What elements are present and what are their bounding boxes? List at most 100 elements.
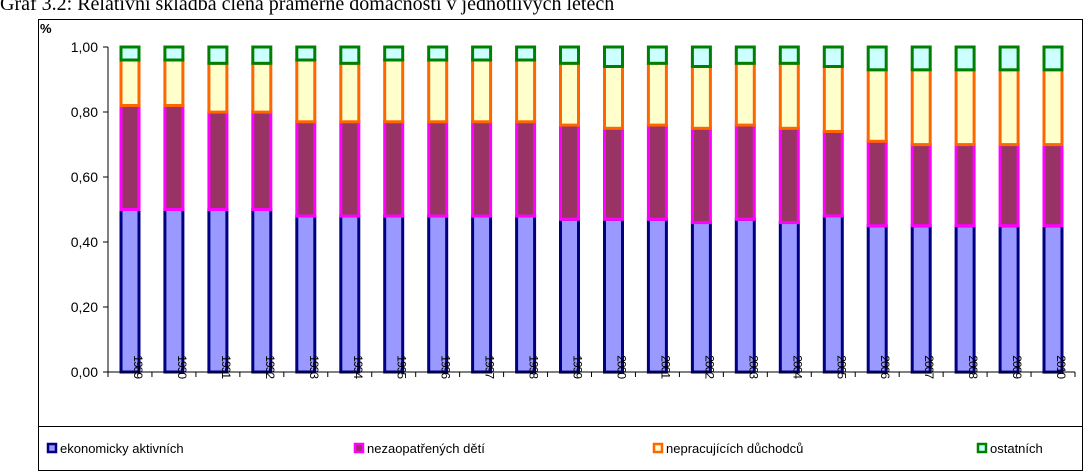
bar-segment-s1-1999 (559, 123, 580, 221)
bar-segment-s1-1992 (251, 110, 273, 211)
bar-segment-s3-2006 (866, 45, 888, 72)
bar-segment-s0-1997 (471, 214, 493, 374)
bar-segment-s3-2003 (734, 45, 756, 65)
legend-label: nezaopatřených dětí (367, 441, 485, 456)
bar-segment-s1-2005 (822, 130, 844, 218)
x-tick-label: 2010 (1054, 355, 1068, 379)
bar-segment-s3-2004 (778, 45, 800, 65)
bar-segment-s3-2005 (822, 45, 844, 68)
y-tick-label: 0,40 (71, 234, 98, 250)
bar-segment-s1-2009 (998, 143, 1020, 228)
x-tick-label: 1997 (483, 355, 497, 379)
x-tick-label: 2006 (878, 355, 892, 379)
y-tick-label: 1,00 (71, 39, 98, 55)
bar-segment-s2-2009 (998, 68, 1020, 147)
bar-segment-s1-1997 (471, 120, 493, 218)
bar-segment-s3-2010 (1042, 45, 1064, 72)
bar-segment-s1-1998 (515, 120, 537, 218)
bar-segment-s2-1998 (515, 58, 537, 124)
bar-segment-s0-2000 (603, 217, 624, 374)
bar-segment-s1-2010 (1042, 143, 1064, 228)
bar-segment-s1-1994 (339, 120, 361, 218)
x-tick-label: 1990 (175, 355, 189, 379)
bar-segment-s2-1989 (119, 58, 141, 107)
x-tick-label: 2004 (790, 355, 804, 379)
bar-segment-s3-1998 (515, 45, 537, 62)
bar-segment-s0-1996 (427, 214, 449, 374)
bar-segment-s0-2003 (734, 217, 756, 374)
bar-segment-s0-1995 (383, 214, 405, 374)
bar-segment-s1-2008 (954, 143, 976, 228)
legend-swatch (46, 442, 58, 454)
bar-segment-s3-2000 (603, 45, 624, 68)
bar-segment-s1-2007 (910, 143, 932, 228)
bar-segment-s0-1994 (339, 214, 361, 374)
bar-segment-s3-1993 (295, 45, 317, 62)
bar-segment-s3-1995 (383, 45, 405, 62)
bar-segment-s2-2000 (603, 65, 624, 130)
bar-segment-s3-2008 (954, 45, 976, 72)
bar-segment-s0-1998 (515, 214, 537, 374)
bar-segment-s3-1989 (119, 45, 141, 62)
bar-segment-s3-2007 (910, 45, 932, 72)
x-tick-label: 1998 (527, 355, 541, 379)
bar-segment-s2-2008 (954, 68, 976, 147)
bar-segment-s0-2006 (866, 224, 888, 374)
x-tick-label: 1994 (351, 355, 365, 379)
bar-segment-s2-2005 (822, 65, 844, 133)
legend-label: ekonomicky aktivních (60, 441, 184, 456)
bar-segment-s3-2001 (646, 45, 668, 65)
bar-segment-s2-2004 (778, 61, 800, 130)
x-tick-label: 2009 (1010, 355, 1024, 379)
bar-segment-s2-1995 (383, 58, 405, 124)
bar-segment-s3-1996 (427, 45, 449, 62)
x-tick-label: 1999 (571, 355, 585, 379)
x-tick-label: 2003 (746, 355, 760, 379)
bar-segment-s1-2000 (603, 126, 624, 221)
bar-segment-s2-1990 (163, 58, 185, 107)
chart-title: Graf 3.2: Relativní skladba člena praměr… (0, 0, 615, 15)
bar-segment-s1-1991 (207, 110, 229, 211)
bar-segment-s3-1999 (559, 45, 580, 65)
bar-segment-s0-1992 (251, 208, 273, 374)
bar-segment-s0-1999 (559, 217, 580, 374)
x-tick-label: 1993 (307, 355, 321, 379)
x-tick-label: 1996 (439, 355, 453, 379)
bar-segment-s1-2004 (778, 126, 800, 225)
y-tick-label: 0,80 (71, 104, 98, 120)
bar-segment-s1-1989 (119, 104, 141, 211)
bar-segment-s3-2009 (998, 45, 1020, 72)
bar-segment-s3-1997 (471, 45, 493, 62)
bar-segment-s2-2010 (1042, 68, 1064, 147)
legend-label: nepracujících důchodců (666, 441, 803, 456)
bar-segment-s2-2001 (646, 61, 668, 127)
bar-segment-s2-1993 (295, 58, 317, 124)
x-tick-label: 1991 (219, 355, 233, 379)
bar-segment-s2-1999 (559, 61, 580, 127)
bar-segment-s1-1996 (427, 120, 449, 218)
bar-segment-s0-2009 (998, 224, 1020, 374)
bar-segment-s0-1993 (295, 214, 317, 374)
bar-segment-s3-1991 (207, 45, 229, 65)
bar-segment-s3-1994 (339, 45, 361, 65)
x-tick-label: 1992 (263, 355, 277, 379)
bar-segment-s0-2004 (778, 221, 800, 374)
x-axis: 1989 1990 1991 1992 1993 1994 1995 1996 1997 1998… (107, 355, 1076, 379)
bar-segment-s3-1990 (163, 45, 185, 62)
y-axis-unit: % (40, 21, 52, 36)
bar-segment-s0-2008 (954, 224, 976, 374)
x-tick-label: 2002 (702, 355, 716, 379)
bar-segment-s1-2001 (646, 123, 668, 221)
legend-swatch (353, 442, 365, 454)
legend-swatch (652, 442, 664, 454)
bar-segment-s0-2007 (910, 224, 932, 374)
bar-segment-s1-2002 (690, 126, 712, 225)
x-tick-label: 2007 (922, 355, 936, 379)
bar-segment-s3-1992 (251, 45, 273, 65)
bar-segment-s0-2001 (646, 217, 668, 374)
bar-segment-s2-1994 (339, 61, 361, 124)
bar-segment-s3-2002 (690, 45, 712, 68)
x-tick-label: 2005 (834, 355, 848, 379)
bar-segment-s1-1993 (295, 120, 317, 218)
bar-segment-s0-2010 (1042, 224, 1064, 374)
